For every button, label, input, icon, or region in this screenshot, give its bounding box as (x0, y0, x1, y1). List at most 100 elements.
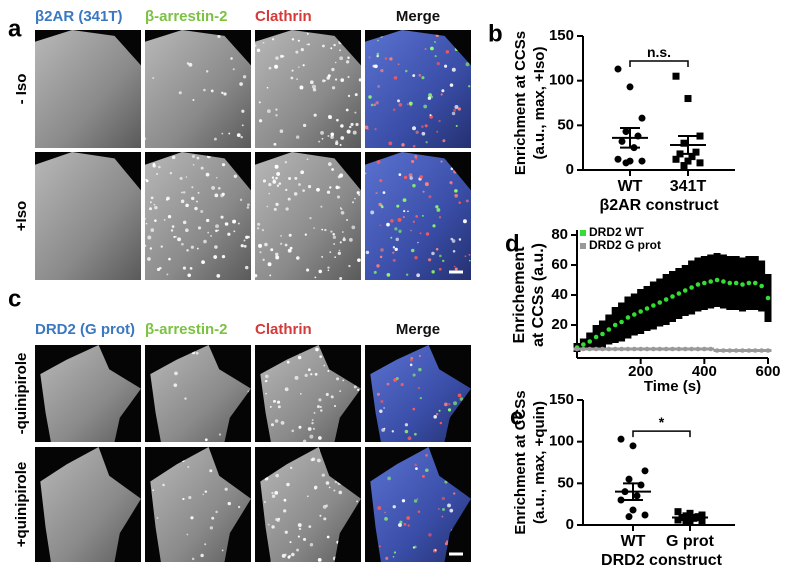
punctum (233, 230, 236, 233)
data-point (619, 346, 624, 352)
punctum (411, 159, 415, 164)
punctum (271, 38, 275, 41)
punctum (412, 373, 416, 377)
punctum (265, 379, 268, 383)
punctum (459, 397, 464, 401)
punctum (221, 91, 224, 95)
punctum (392, 108, 396, 112)
punctum (326, 535, 330, 539)
data-point (708, 279, 713, 284)
data-point (696, 159, 704, 167)
punctum (276, 171, 281, 176)
punctum (227, 501, 231, 506)
punctum (424, 48, 427, 51)
punctum (184, 397, 187, 400)
punctum (455, 124, 458, 128)
punctum (272, 399, 276, 403)
punctum (291, 552, 295, 557)
punctum (302, 537, 307, 541)
punctum (171, 155, 176, 160)
punctum (407, 524, 410, 527)
punctum (270, 248, 274, 252)
punctum (394, 247, 398, 252)
punctum (431, 251, 435, 256)
punctum (284, 387, 289, 392)
punctum (343, 236, 345, 239)
punctum (205, 172, 210, 177)
punctum (421, 474, 425, 478)
punctum (274, 491, 279, 495)
punctum (328, 486, 331, 489)
punctum (354, 93, 358, 97)
punctum (419, 396, 422, 400)
data-point (733, 280, 739, 286)
data-point (740, 348, 745, 353)
punctum (319, 409, 323, 412)
data-point (714, 277, 720, 283)
punctum (398, 173, 402, 176)
punctum (376, 392, 380, 396)
data-point (674, 516, 682, 524)
punctum (332, 233, 335, 236)
data-point (633, 492, 641, 500)
punctum (317, 458, 321, 463)
punctum (300, 170, 305, 175)
punctum (365, 172, 367, 175)
punctum (329, 186, 332, 189)
punctum (188, 495, 192, 500)
punctum (189, 267, 193, 270)
punctum (405, 273, 409, 276)
punctum (468, 253, 471, 256)
punctum (312, 427, 316, 430)
punctum (267, 262, 272, 267)
punctum (265, 374, 269, 379)
punctum (408, 173, 413, 178)
punctum (147, 257, 151, 261)
punctum (407, 436, 412, 441)
punctum (255, 44, 257, 47)
x-axis-label: Time (s) (644, 378, 701, 395)
cell (145, 30, 251, 148)
punctum (309, 434, 314, 439)
punctum (214, 137, 217, 141)
punctum (317, 557, 322, 562)
punctum (291, 429, 295, 433)
punctum (338, 173, 343, 178)
punctum (458, 238, 462, 241)
punctum (261, 228, 265, 232)
panel-letter: a (8, 15, 22, 42)
punctum (385, 556, 389, 560)
punctum (468, 85, 471, 88)
punctum (271, 494, 276, 498)
punctum (154, 205, 158, 210)
punctum (449, 508, 454, 513)
cell (255, 30, 361, 148)
punctum (393, 551, 397, 554)
punctum (274, 64, 279, 69)
punctum (419, 232, 422, 235)
data-point (625, 346, 631, 352)
cell (35, 30, 141, 148)
punctum (375, 101, 379, 105)
punctum (187, 465, 190, 468)
punctum (266, 109, 271, 114)
punctum (330, 230, 333, 233)
punctum (380, 399, 384, 404)
punctum (162, 483, 165, 487)
punctum (306, 495, 309, 498)
punctum (320, 131, 324, 135)
punctum (418, 367, 422, 372)
punctum (454, 193, 459, 198)
punctum (330, 395, 334, 399)
punctum (145, 244, 147, 248)
punctum (318, 269, 323, 274)
punctum (267, 523, 270, 526)
row-label: +Iso (13, 201, 30, 231)
punctum (413, 432, 417, 436)
data-point (638, 309, 643, 314)
punctum (220, 215, 224, 219)
punctum (408, 101, 413, 106)
punctum (320, 205, 323, 208)
punctum (258, 119, 263, 123)
punctum (339, 207, 342, 209)
